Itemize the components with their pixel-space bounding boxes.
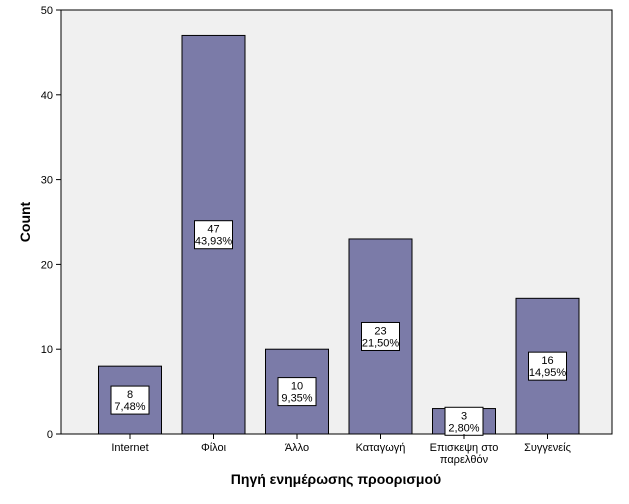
data-label-box <box>444 406 484 436</box>
x-axis-title: Πηγή ενημέρωσης προορισμού <box>231 471 441 487</box>
x-tick-label: Φίλοι <box>201 442 227 454</box>
y-tick-label: 40 <box>41 90 53 102</box>
data-label-percent: 7,48% <box>114 401 145 413</box>
x-tick-label: Συγγενείς <box>524 442 571 454</box>
y-tick-label: 0 <box>47 429 53 441</box>
data-label-count: 23 <box>374 325 386 337</box>
data-label-box <box>277 377 317 407</box>
data-label-percent: 2,80% <box>448 422 479 434</box>
x-tick-label: Internet <box>111 442 148 454</box>
data-label-percent: 9,35% <box>281 393 312 405</box>
data-label-percent: 21,50% <box>362 337 400 349</box>
data-label-box <box>528 351 567 381</box>
data-label-box <box>110 385 150 415</box>
data-label-count: 8 <box>127 389 133 401</box>
data-label-box <box>194 220 233 250</box>
data-label-percent: 43,93% <box>195 236 233 248</box>
y-tick-label: 50 <box>41 5 53 17</box>
data-label-box <box>361 321 400 351</box>
data-label-count: 16 <box>541 355 553 367</box>
x-tick-label: Άλλο <box>285 442 309 454</box>
y-axis-title: Count <box>17 201 33 242</box>
y-tick-label: 30 <box>41 175 53 187</box>
data-label-count: 10 <box>291 381 303 393</box>
y-axis: 0 10 20 30 40 50 <box>41 5 61 441</box>
y-tick-label: 20 <box>41 259 53 271</box>
y-tick-label: 10 <box>41 344 53 356</box>
x-axis: Internet Φίλοι Άλλο Καταγωγή Επισκεψη στο παρ… <box>111 434 571 466</box>
x-tick-label: Καταγωγή <box>356 442 406 454</box>
data-label-count: 3 <box>461 410 467 422</box>
x-tick-label: Επισκεψη στο παρελθόν <box>430 442 499 466</box>
data-label-count: 47 <box>207 224 219 236</box>
data-label-percent: 14,95% <box>529 367 567 379</box>
